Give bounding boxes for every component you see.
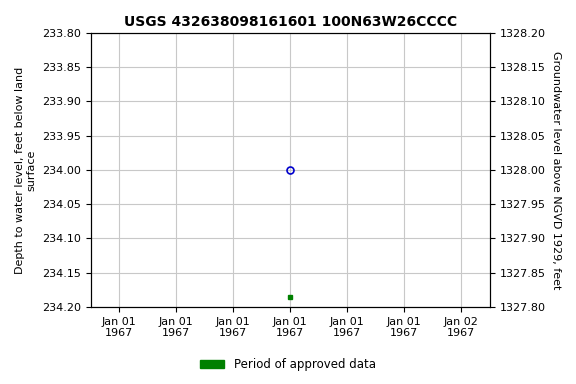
Title: USGS 432638098161601 100N63W26CCCC: USGS 432638098161601 100N63W26CCCC bbox=[124, 15, 457, 29]
Legend: Period of approved data: Period of approved data bbox=[196, 354, 380, 376]
Y-axis label: Groundwater level above NGVD 1929, feet: Groundwater level above NGVD 1929, feet bbox=[551, 51, 561, 289]
Y-axis label: Depth to water level, feet below land
surface: Depth to water level, feet below land su… bbox=[15, 66, 37, 273]
